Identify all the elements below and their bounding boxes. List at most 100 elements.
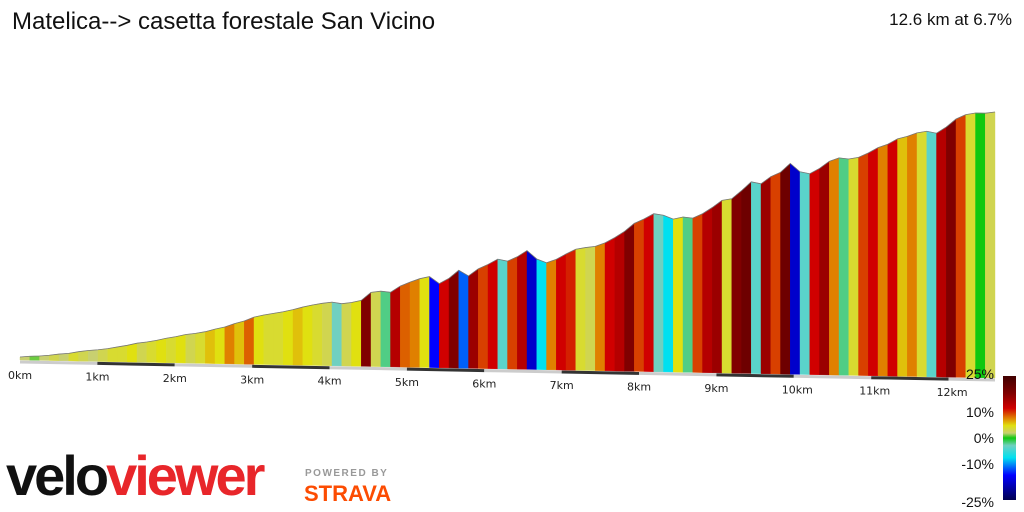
strava-logo[interactable]: STRAVA [304, 481, 392, 506]
gradient-segment [809, 168, 820, 375]
gradient-segment [263, 313, 274, 365]
x-tick-label: 10km [782, 383, 813, 396]
gradient-segment [88, 349, 99, 362]
gradient-segment [292, 306, 303, 366]
x-tick-label: 4km [318, 375, 342, 388]
gradient-segment [283, 309, 294, 366]
gradient-segment [614, 231, 625, 372]
page-title: Matelica--> casetta forestale San Vicino [12, 8, 436, 35]
gradient-segment [458, 269, 469, 369]
gradient-segment [585, 246, 596, 371]
gradient-segment [439, 277, 450, 369]
gradient-segment [468, 268, 479, 369]
logo-velo: velo [6, 444, 109, 507]
gradient-segment [146, 340, 157, 363]
gradient-segment [916, 131, 927, 377]
km-band [97, 361, 175, 367]
legend-label: 10% [965, 404, 994, 420]
gradient-segment [185, 333, 196, 364]
gradient-segment [712, 200, 723, 374]
gradient-segment [663, 214, 674, 373]
gradient-segment [526, 250, 537, 370]
km-band [561, 370, 640, 375]
gradient-segment [380, 290, 391, 368]
veloviewer-logo[interactable]: veloviewer [6, 444, 265, 507]
legend-label: -25% [961, 494, 994, 510]
km-band [19, 360, 98, 365]
legend-label: -10% [961, 456, 994, 472]
gradient-segment [136, 341, 147, 363]
x-tick-label: 2km [163, 372, 187, 385]
gradient-segment [604, 237, 615, 372]
gradient-segment [829, 157, 840, 376]
gradient-segment [195, 331, 206, 364]
legend-label: 25% [965, 366, 994, 382]
gradient-segment [780, 162, 791, 375]
gradient-segment [975, 112, 986, 379]
gradient-segment [926, 131, 937, 378]
gradient-segment [497, 258, 508, 370]
gradient-segment [907, 132, 918, 377]
gradient-segment [965, 112, 976, 378]
gradient-segment [751, 181, 762, 374]
gradient-segment [253, 314, 264, 365]
gradient-segment [799, 171, 810, 375]
gradient-segment [838, 157, 849, 376]
gradient-segment [653, 213, 664, 373]
gradient-segment [936, 126, 947, 378]
x-tick-label: 8km [627, 380, 651, 393]
gradient-segment [234, 320, 245, 365]
x-tick-label: 12km [937, 386, 968, 399]
gradient-segment [819, 160, 830, 376]
km-band [252, 364, 330, 370]
gradient-segment [897, 136, 908, 377]
gradient-segment [643, 213, 654, 372]
gradient-segment [29, 355, 40, 361]
gradient-segment [273, 311, 284, 366]
gradient-segment [517, 250, 528, 370]
x-tick-label: 3km [240, 373, 264, 386]
gradient-colorbar [1003, 376, 1016, 500]
gradient-segment [166, 336, 177, 364]
gradient-segment [312, 303, 323, 366]
gradient-segment [673, 216, 684, 373]
gradient-segment [409, 278, 420, 368]
gradient-segment [721, 198, 732, 374]
gradient-segment [634, 218, 645, 372]
x-tick-label: 6km [472, 378, 496, 391]
gradient-segment [955, 114, 966, 378]
gradient-segment [78, 350, 89, 362]
gradient-segment [595, 242, 606, 372]
gradient-segment [331, 301, 342, 367]
gradient-segment [546, 259, 557, 371]
x-tick-label: 1km [85, 370, 109, 383]
km-band [793, 374, 872, 380]
gradient-segment [214, 326, 225, 364]
gradient-segment [127, 342, 138, 363]
km-band [716, 373, 794, 378]
gradient-segment [985, 111, 996, 379]
km-band [484, 369, 562, 374]
gradient-segment [692, 213, 703, 373]
gradient-segment [731, 190, 742, 374]
gradient-segment [760, 176, 771, 375]
gradient-segment [448, 269, 459, 369]
gradient-segment [156, 338, 167, 363]
gradient-segment [770, 171, 781, 375]
gradient-segment [682, 216, 693, 373]
climb-summary: 12.6 km at 6.7% [889, 10, 1012, 29]
gradient-segment [536, 258, 547, 370]
x-tick-label: 9km [704, 382, 728, 395]
x-tick-label: 7km [550, 379, 574, 392]
gradient-segment [565, 248, 576, 371]
gradient-segment [624, 222, 635, 372]
gradient-segment [877, 143, 888, 377]
gradient-segment [117, 345, 128, 363]
gradient-segment [478, 264, 489, 369]
km-band [639, 371, 717, 377]
x-tick-label: 5km [395, 376, 419, 389]
gradient-segment [858, 152, 869, 376]
gradient-segment [868, 147, 879, 377]
gradient-segment [887, 138, 898, 377]
gradient-segment [946, 118, 957, 378]
